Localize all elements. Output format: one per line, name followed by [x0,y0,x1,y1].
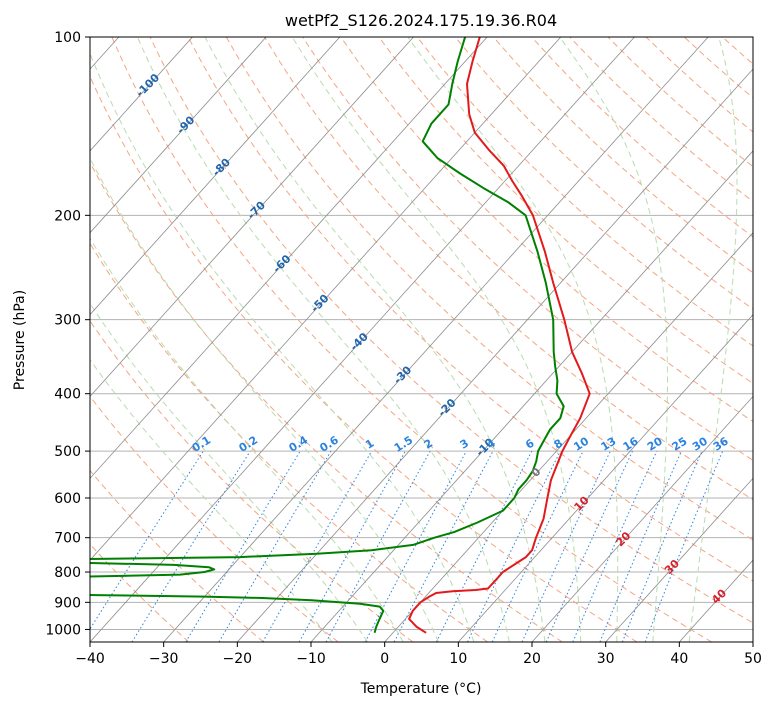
isotherm-line [90,37,341,316]
x-tick-label: −30 [149,651,179,667]
mixing-ratio-line [298,450,406,642]
x-axis-ticks: −40 −30 −20 −10 0 10 20 30 40 50 [75,642,762,667]
dewpoint-profile-line [90,37,565,634]
x-tick-label: 10 [449,651,467,667]
y-axis-ticks: 100 200 300 400 500 600 700 800 900 1000 [45,30,90,638]
dry-adiabat [454,37,753,310]
mixing-ratio-line [435,450,533,642]
moist-adiabat [90,157,439,642]
y-axis-title: Pressure (hPa) [12,290,28,390]
mixing-ratio-line [364,450,467,642]
mixing-ratio-line [621,450,703,642]
y-tick-label: 600 [54,491,81,507]
x-tick-label: 0 [380,651,389,667]
moist-adiabat [204,37,546,642]
isotherm-line [90,37,635,642]
moist-adiabat [136,37,510,642]
temperature-profile-line [408,37,591,634]
mixing-ratio-line [545,450,633,642]
y-tick-label: 200 [54,208,81,224]
moist-adiabat [688,37,738,642]
y-tick-label: 700 [54,531,81,547]
y-tick-label: 1000 [45,622,81,638]
y-tick-label: 100 [54,30,81,46]
isotherm-line [531,395,753,642]
dry-adiabats [90,37,753,642]
y-tick-label: 500 [54,444,81,460]
moist-adiabat [559,37,668,642]
isotherm-line [310,150,753,642]
x-tick-label: 50 [744,651,762,667]
dry-adiabat [90,395,339,642]
chart-title: wetPf2_S126.2024.175.19.36.R04 [285,11,557,31]
x-tick-label: −10 [296,651,326,667]
moist-adiabat [90,237,404,642]
mixing-ratio-line [644,450,724,642]
moist-adiabat [407,37,619,642]
isotherm-line [163,37,709,642]
x-tick-label: −40 [75,651,105,667]
y-tick-label: 800 [54,565,81,581]
dry-adiabat [90,543,190,642]
x-tick-label: −20 [223,651,253,667]
moist-adiabat [291,37,582,642]
x-tick-label: 30 [597,651,615,667]
x-tick-label: 40 [670,651,688,667]
isotherm-line [605,477,753,642]
isotherm-line [90,37,414,398]
isotherm-line [90,37,488,479]
moist-adiabat [90,52,475,642]
isotherm-line [90,37,562,561]
isotherms [90,37,753,642]
isotherm-line [384,232,753,642]
x-axis-title: Temperature (°C) [360,681,482,697]
isotherm-line [90,37,267,234]
x-tick-label: 20 [523,651,541,667]
isotherm-line [237,68,753,642]
y-tick-label: 900 [54,595,81,611]
y-tick-label: 400 [54,387,81,403]
dry-adiabat [149,37,753,624]
dry-adiabat [416,37,753,347]
dry-adiabat [90,242,488,642]
isotherm-line [458,313,753,642]
isotherm-line [90,37,193,152]
mixing-ratio-line [599,450,682,642]
dry-adiabat [90,469,264,642]
moist-adiabat [90,302,369,642]
plot-area [90,37,753,642]
y-tick-label: 300 [54,313,81,329]
dry-adiabat [90,161,563,642]
mixing-ratio-line [325,450,431,642]
dry-adiabat [111,37,712,642]
profile-series [90,37,591,634]
mixing-ratio-line [572,450,658,642]
plot-frame [89,36,754,643]
